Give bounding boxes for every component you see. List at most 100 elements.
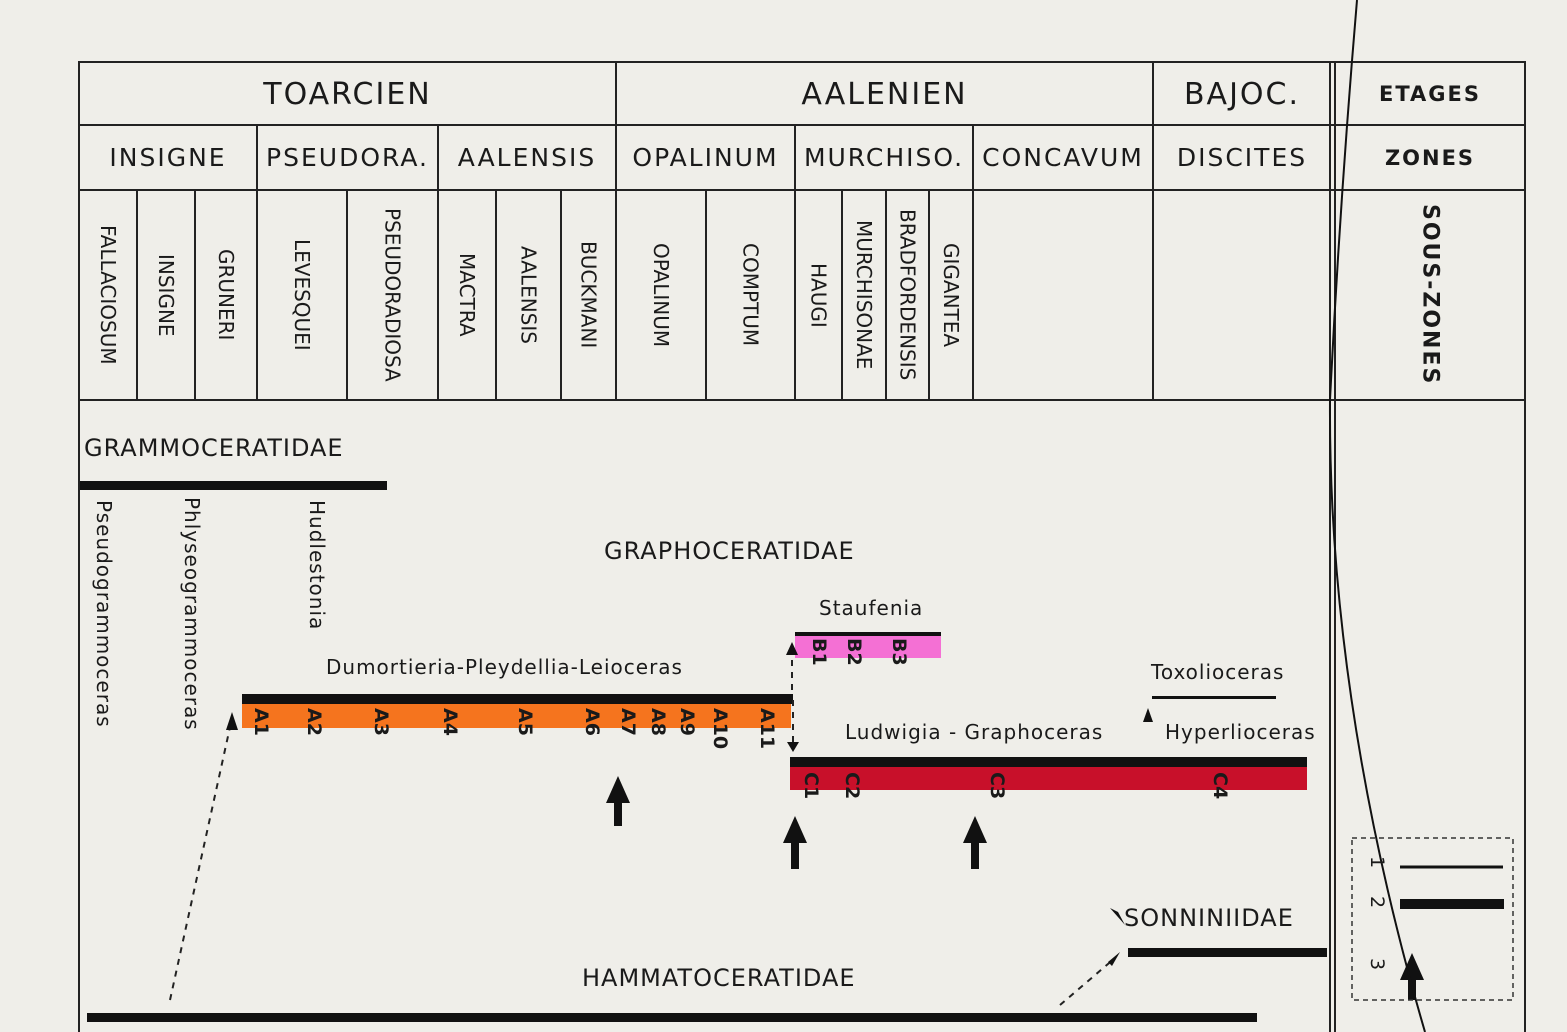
subzone-buckmani: BUCKMANI [576, 241, 601, 349]
arrowhead-icon [1143, 708, 1153, 722]
subzone-pseudoradiosa: PSEUDORADIOSA [380, 208, 405, 382]
zone-divider [972, 124, 974, 400]
family-graphoceratidae: GRAPHOCERATIDAE [604, 537, 855, 565]
bar-a [242, 704, 791, 728]
subzone-gruneri: GRUNERI [214, 249, 238, 341]
overlay-curve-line [1328, 0, 1426, 1032]
subzone-comptum: COMPTUM [738, 243, 763, 347]
row-line [79, 124, 1526, 126]
subzone-haugi: HAUGI [806, 262, 831, 328]
legend-label-1: 1 [1366, 856, 1388, 869]
family-sonniniidae: SONNINIIDAE [1124, 904, 1294, 932]
zone-divider [794, 124, 796, 400]
bar-a-label: A3 [370, 708, 392, 736]
dashed-arrow-hammato-to-a [169, 717, 233, 1001]
etages-header: ETAGES [1379, 82, 1481, 106]
frame-right [1524, 61, 1526, 1032]
stage-toarcien: TOARCIEN [263, 76, 432, 112]
bar-b [795, 636, 941, 658]
toxolioceras-range-line [1152, 696, 1276, 699]
subzone-divider [928, 189, 930, 400]
stage-aalenien: AALENIEN [801, 76, 968, 112]
zone-discites: DISCITES [1176, 143, 1308, 172]
bar-a-label: A1 [250, 708, 272, 736]
zone-insigne: INSIGNE [109, 143, 227, 172]
stage-divider [615, 61, 617, 400]
subzone-divider [841, 189, 843, 400]
sonniniidae-range-bar [1128, 948, 1327, 957]
bar-a-label: A7 [617, 708, 639, 736]
bar-b-top-line [795, 632, 941, 636]
genus-hudlestonia: Hudlestonia [305, 500, 329, 631]
frame-left [78, 61, 80, 1032]
bar-a-label: A2 [303, 708, 325, 736]
genus-staufenia: Staufenia [819, 596, 924, 620]
bar-a-label: A11 [756, 708, 778, 750]
bar-c-label: C1 [800, 772, 822, 800]
bar-a-label: A5 [514, 708, 536, 736]
subzone-divider [885, 189, 887, 400]
up-arrow-icon [606, 776, 630, 826]
zone-divider [437, 124, 439, 400]
subzone-aalensis: AALENSIS [516, 246, 541, 344]
up-arrow-icon [963, 816, 987, 869]
genus-hyperlioceras: Hyperlioceras [1165, 720, 1316, 744]
legend-label-3: 3 [1366, 958, 1388, 971]
bar-a-label: A4 [439, 708, 461, 736]
subzone-mactra: MACTRA [455, 253, 479, 337]
zones-header: ZONES [1384, 145, 1476, 170]
bar-b-label: B1 [808, 638, 830, 666]
genus-ludwigia-graphoceras: Ludwigia - Graphoceras [845, 720, 1104, 744]
zone-murchisonae: MURCHISO. [803, 143, 965, 172]
bar-c-top-line [790, 757, 1307, 767]
sous-zones-header: SOUS-ZONES [1417, 204, 1443, 386]
genus-pseudogrammoceras: Pseudogrammoceras [92, 500, 116, 728]
arrowhead-icon [1108, 952, 1120, 966]
bar-a-label: A6 [581, 708, 603, 736]
legend-line-thick [1400, 899, 1504, 909]
bar-a-label: A9 [676, 708, 698, 736]
bar-c-label: C4 [1209, 772, 1231, 800]
subzone-divider [194, 189, 196, 400]
hammatoceratidae-range-bar [87, 1013, 1257, 1022]
stage-divider [1152, 61, 1154, 400]
arrowhead-icon [786, 642, 798, 655]
column-divider [1329, 61, 1331, 1032]
grammoceratidae-range-bar [80, 481, 387, 490]
subzone-divider [560, 189, 562, 400]
family-grammoceratidae: GRAMMOCERATIDAE [84, 434, 344, 462]
bar-a-label: A10 [709, 708, 731, 750]
bar-c-label: C3 [986, 772, 1008, 800]
subzone-divider [705, 189, 707, 400]
subzone-levesquei: LEVESQUEI [290, 239, 314, 351]
bar-c [790, 767, 1307, 790]
subzone-fallaciosum: FALLACIOSUM [96, 225, 120, 365]
arrowhead-icon [787, 742, 799, 752]
up-arrow-icon [783, 816, 807, 869]
zone-concavum: CONCAVUM [982, 143, 1144, 172]
bar-b-label: B2 [843, 638, 865, 666]
subzone-divider [495, 189, 497, 400]
subzone-opalinum: OPALINUM [649, 242, 673, 348]
bar-c-label: C2 [841, 772, 863, 800]
subzone-murchisonae: MURCHISONAE [852, 220, 876, 370]
arrowhead-icon [1110, 908, 1125, 925]
frame-top [79, 61, 1526, 63]
row-line [79, 189, 1526, 191]
bar-b-label: B3 [888, 638, 910, 666]
subzone-divider [136, 189, 138, 400]
genus-toxolioceras: Toxolioceras [1151, 660, 1285, 684]
row-line [79, 399, 1526, 401]
genus-phlyseogrammoceras: Phlyseogrammoceras [180, 497, 204, 731]
bar-a-label: A8 [647, 708, 669, 736]
genus-dumortieria: Dumortieria-Pleydellia-Leioceras [326, 655, 683, 679]
dashed-arrow-hammato-to-sonni [1059, 957, 1116, 1006]
zone-divider [256, 124, 258, 400]
zone-aalensis: AALENSIS [457, 143, 597, 172]
subzone-divider [346, 189, 348, 400]
subzone-gigantea: GIGANTEA [939, 242, 963, 348]
subzone-bradfordensis: BRADFORDENSIS [895, 209, 920, 381]
zone-pseudoradiosa: PSEUDORA. [266, 143, 429, 172]
